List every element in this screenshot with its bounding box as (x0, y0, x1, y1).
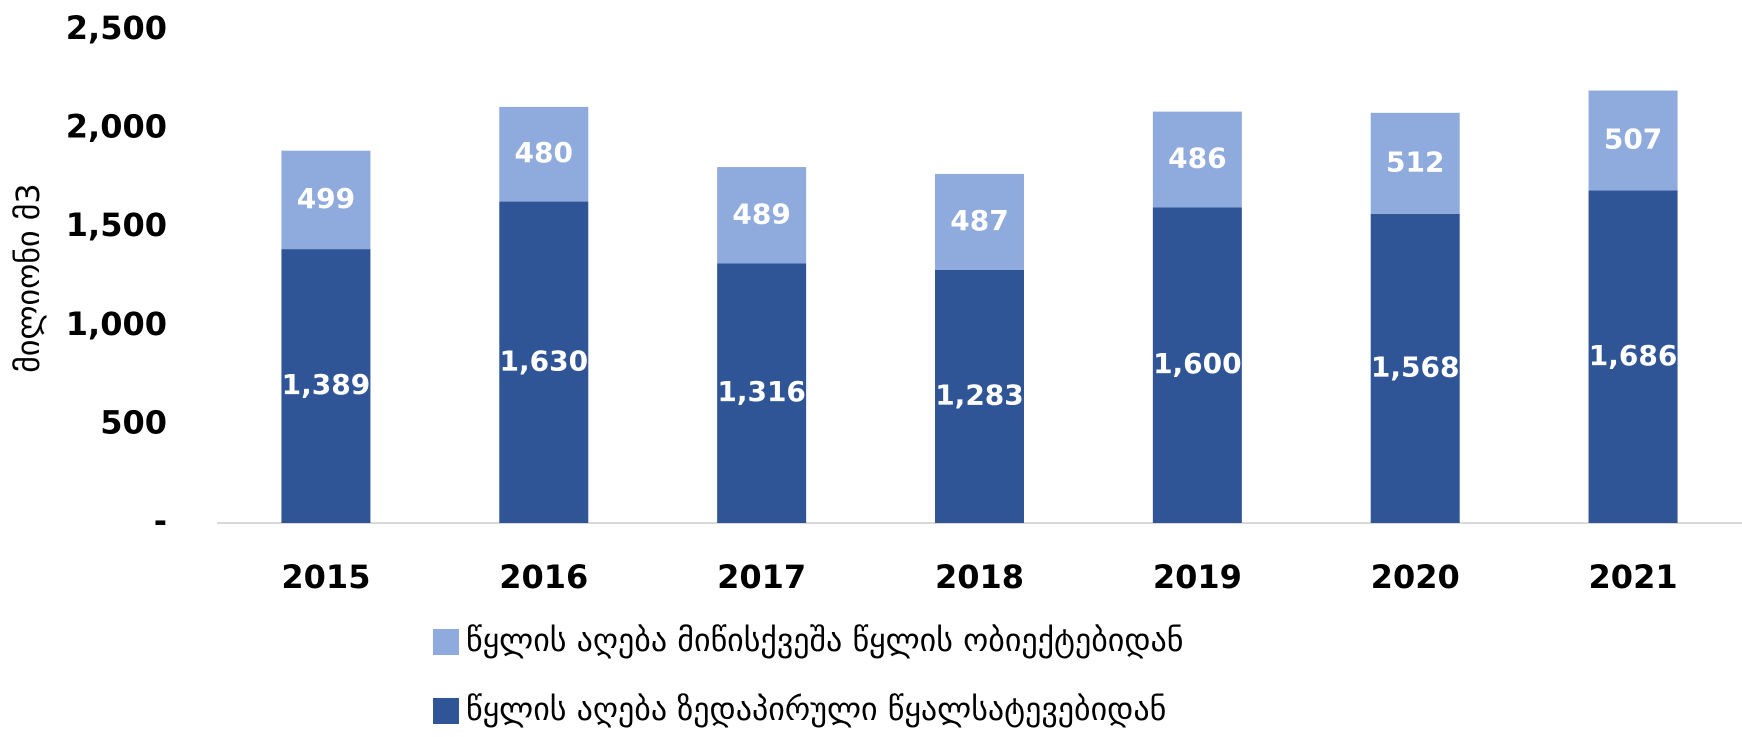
data-label: 507 (1604, 123, 1662, 156)
data-label: 1,389 (282, 368, 371, 401)
legend-swatch (433, 629, 459, 655)
bar-segment (1152, 111, 1242, 208)
y-tick-label: 2,500 (66, 9, 167, 47)
x-tick-label: 2016 (499, 558, 588, 596)
x-tick-label: 2017 (717, 558, 806, 596)
y-axis-label: მილიონი მ3 (9, 183, 47, 373)
bar-segment (935, 173, 1024, 270)
bar-segment (281, 249, 371, 523)
bar-segment (1370, 213, 1460, 523)
data-label: 1,568 (1371, 350, 1460, 383)
data-label: 512 (1386, 145, 1444, 178)
bar-segment (281, 150, 371, 250)
bar-segment (1370, 112, 1460, 214)
bar-segment (717, 167, 807, 264)
data-label: 1,283 (935, 378, 1024, 411)
bar-segment (1588, 90, 1678, 191)
x-tick-label: 2018 (935, 558, 1024, 596)
bar-segment (935, 269, 1024, 523)
data-label: 480 (515, 136, 573, 169)
data-label: 1,600 (1153, 347, 1242, 380)
data-label: 1,316 (717, 375, 806, 408)
bar-segment (499, 106, 589, 202)
y-tick-label: 2,000 (66, 108, 167, 146)
y-tick-label: 500 (100, 403, 167, 441)
legend-label: წყლის აღება ზედაპირული წყალსატევებიდან (466, 690, 1166, 728)
x-tick-label: 2015 (281, 558, 370, 596)
bar-segment (499, 201, 589, 523)
y-tick-label: 1,000 (66, 305, 167, 343)
data-label: 489 (732, 197, 790, 230)
data-label: 1,686 (1589, 339, 1678, 372)
bar-segment (717, 263, 807, 523)
bar-segment (1588, 190, 1678, 523)
data-label: 486 (1168, 142, 1226, 175)
data-label: 487 (950, 204, 1008, 237)
data-label: 1,630 (499, 344, 588, 377)
x-tick-label: 2020 (1371, 558, 1460, 596)
legend-label: წყლის აღება მიწისქვეშა წყლის ობიექტებიდა… (466, 621, 1183, 659)
y-tick-label: 1,500 (66, 206, 167, 244)
x-tick-label: 2019 (1153, 558, 1242, 596)
y-tick-label: - (154, 502, 167, 540)
x-tick-label: 2021 (1589, 558, 1678, 596)
bar-segment (1152, 207, 1242, 524)
data-label: 499 (297, 182, 355, 215)
legend-swatch (433, 698, 459, 724)
